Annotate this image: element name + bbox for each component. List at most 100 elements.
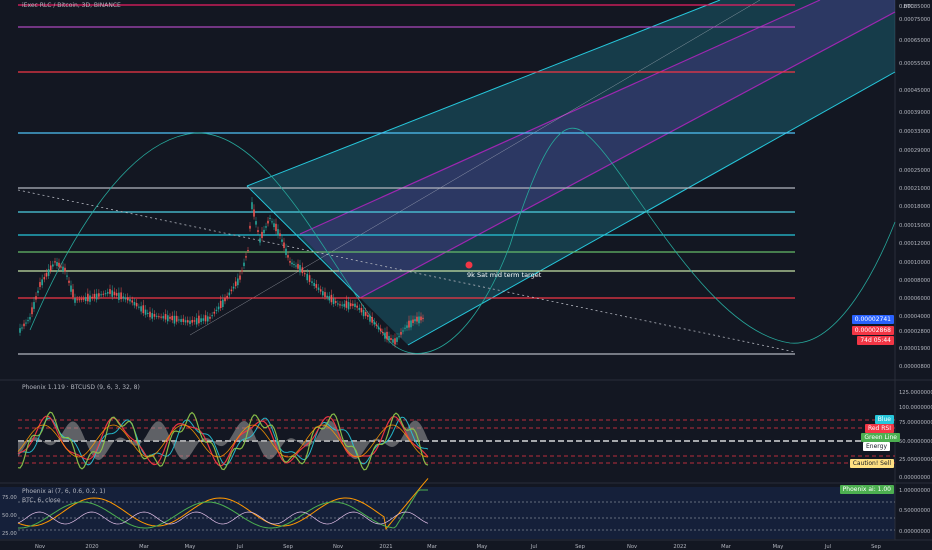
- candle-body: [245, 256, 247, 258]
- candle-body: [91, 296, 94, 298]
- candle-body: [74, 298, 76, 303]
- currency-label: BTC: [903, 4, 914, 10]
- indicator2-left-label: 50.00: [2, 513, 17, 519]
- indicator2-title[interactable]: Phoenix ai (7, 6, 0.6, 0.2, 1): [22, 488, 106, 495]
- candle-body: [367, 314, 369, 317]
- candle-body: [416, 316, 418, 322]
- candle-body: [21, 327, 23, 329]
- candle-body: [239, 275, 241, 280]
- candle-body: [279, 233, 281, 237]
- candle-body: [356, 305, 358, 308]
- indicator2-subtitle: BTC, 6, close: [22, 497, 61, 504]
- candle-body: [54, 261, 56, 263]
- candle-body: [113, 291, 116, 296]
- candle-body: [178, 319, 180, 321]
- time-axis[interactable]: Nov 2020 Mar May Jul Sep Nov 2021 Mar May Jul Sep No…: [35, 544, 882, 550]
- time-axis-label: Jul: [824, 544, 831, 550]
- candle-body: [402, 330, 404, 332]
- candle-body: [76, 299, 78, 301]
- candle-body: [293, 264, 295, 266]
- candle-body: [375, 324, 378, 326]
- candle-body: [129, 299, 131, 302]
- candle-body: [371, 317, 373, 323]
- candle-body: [388, 336, 390, 341]
- candle-body: [144, 309, 147, 315]
- candle-body: [189, 320, 191, 325]
- indicator1-green-line: [17, 411, 429, 471]
- indicator2-right-label: 0.50000000: [899, 508, 930, 514]
- price-axis-label: 0.00008000: [899, 278, 930, 284]
- tag-blue: Blue: [874, 415, 894, 424]
- candle-body: [211, 315, 213, 317]
- price-axis-label: 0.00018000: [899, 204, 930, 210]
- indicator2-left-label: 25.00: [2, 531, 17, 537]
- price-axis[interactable]: 0.00085000 0.00075000 0.00065000 0.00055000…: [899, 4, 930, 370]
- target-arrow-icon[interactable]: [465, 261, 473, 269]
- price-axis-label: 0.00045000: [899, 88, 930, 94]
- candle-body: [198, 315, 200, 324]
- time-axis-label: Mar: [139, 544, 150, 550]
- chart-title: iExec RLC / Bitcoin, 3D, BINANCE: [22, 2, 121, 9]
- candle-body: [281, 239, 283, 242]
- candle-body: [153, 314, 156, 317]
- price-axis-label: 0.00021000: [899, 186, 930, 192]
- candle-body: [373, 321, 376, 325]
- candle-body: [339, 304, 341, 306]
- candle-body: [261, 231, 263, 239]
- candle-body: [49, 265, 52, 271]
- candle-body: [304, 273, 306, 275]
- indicator2-axis[interactable]: 75.00 50.00 25.00 1.00000000 0.50000000 0.000…: [2, 488, 930, 537]
- candle-body: [104, 293, 107, 295]
- candle-body: [56, 262, 58, 266]
- candle-body: [100, 294, 102, 296]
- candle-body: [332, 298, 335, 305]
- candle-body: [171, 315, 174, 321]
- price-axis-label: 0.00010000: [899, 260, 930, 266]
- candle-body: [118, 292, 120, 300]
- tag-red-rsi: Red RSI: [864, 424, 894, 433]
- candle-body: [345, 300, 348, 308]
- candle-body: [195, 318, 198, 325]
- candle-body: [78, 299, 81, 301]
- pitchfork-channel[interactable]: [189, 0, 896, 346]
- sine-cycle[interactable]: [29, 127, 896, 354]
- candle-body: [285, 248, 287, 255]
- candle-body: [277, 229, 279, 236]
- indicator1-histogram: [18, 420, 428, 460]
- price-axis-label: 0.00025000: [899, 168, 930, 174]
- candle-body: [64, 267, 66, 272]
- indicator2-orange-line: [17, 478, 429, 530]
- candle-body: [230, 289, 233, 292]
- candle-body: [324, 292, 326, 297]
- candle-body: [247, 249, 249, 251]
- trendline[interactable]: [17, 189, 796, 353]
- candle-body: [186, 320, 189, 323]
- time-axis-label: 2022: [673, 544, 686, 550]
- candle-body: [418, 316, 420, 324]
- candle-body: [349, 303, 352, 307]
- candle-body: [337, 303, 339, 305]
- indicator1-axis-label: 50.00000000: [899, 439, 932, 445]
- candle-body: [180, 319, 182, 322]
- indicator1-title[interactable]: Phoenix 1.119 · BTCUSD (9, 6, 3, 32, 8): [22, 384, 140, 391]
- tag-energy: Energy: [862, 442, 890, 451]
- candle-body: [213, 311, 216, 314]
- candle-body: [384, 332, 386, 339]
- price-axis-label: 0.00000800: [899, 364, 930, 370]
- indicator2-right-label: 1.00000000: [899, 488, 930, 494]
- candle-body: [23, 323, 25, 327]
- target-annotation[interactable]: 9k Sat mid term target: [467, 271, 542, 279]
- indicator2-right-label: 0.00000000: [899, 529, 930, 535]
- indicator2-pink-line: [17, 511, 429, 525]
- candle-body: [412, 319, 414, 323]
- time-axis-label: Sep: [575, 544, 585, 550]
- candle-body: [68, 280, 70, 283]
- candle-body: [273, 223, 275, 228]
- time-axis-label: Nov: [627, 544, 637, 550]
- candle-body: [124, 297, 127, 300]
- candle-body: [206, 316, 209, 322]
- indicator1-axis[interactable]: 125.00000000 100.00000000 75.00000000 50.00…: [899, 390, 932, 481]
- candle-body: [259, 238, 261, 243]
